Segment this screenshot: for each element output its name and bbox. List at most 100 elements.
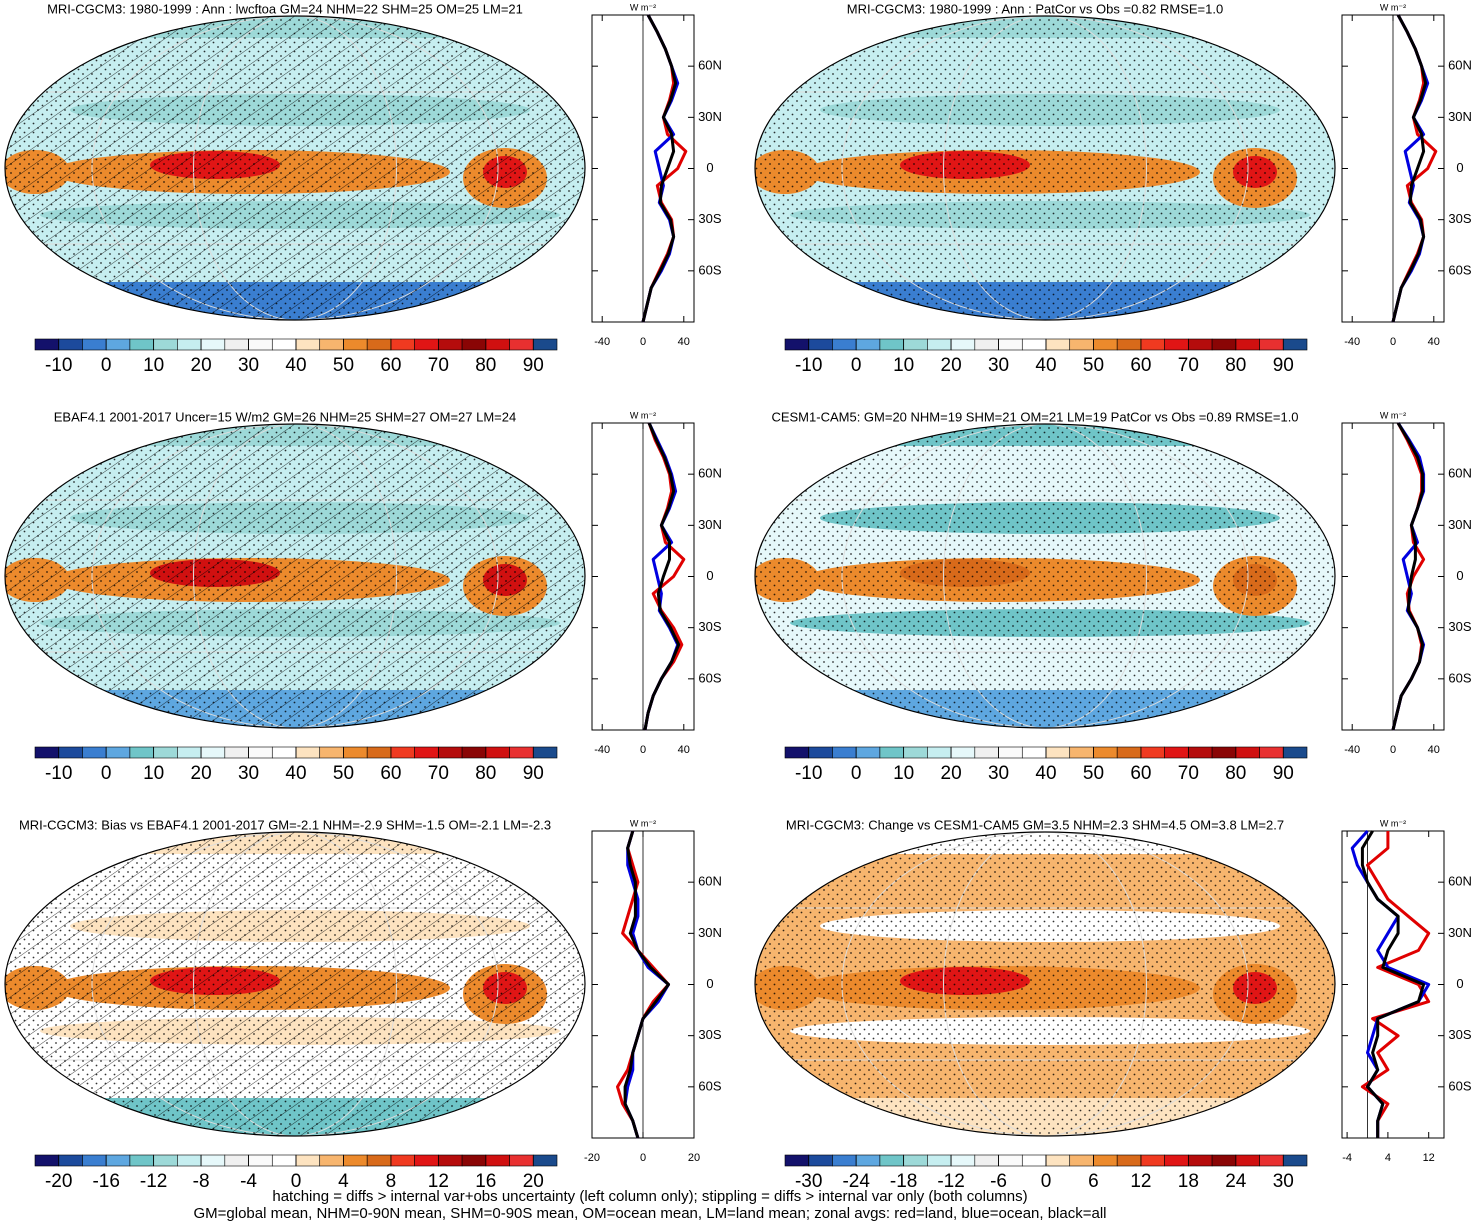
y-tick-label: 30N bbox=[698, 109, 722, 124]
colorbar-box bbox=[855, 746, 881, 759]
colorbar-box bbox=[224, 746, 249, 759]
colorbar-box bbox=[1140, 746, 1165, 759]
y-tick-label: 60S bbox=[1448, 670, 1471, 685]
y-tick-label: 30S bbox=[1448, 211, 1471, 226]
colorbar-box bbox=[1211, 338, 1237, 351]
colorbar-box bbox=[82, 338, 107, 351]
map-outline bbox=[4, 15, 586, 321]
zonal-unit: W m⁻² bbox=[1380, 818, 1406, 828]
colorbar-box bbox=[177, 746, 202, 759]
panel-title: MRI-CGCM3: Change vs CESM1-CAM5 GM=3.5 N… bbox=[786, 817, 1284, 832]
colorbar-label: 90 bbox=[523, 355, 544, 376]
colorbar-box bbox=[82, 1154, 107, 1167]
colorbar-box bbox=[248, 746, 273, 759]
colorbar-box bbox=[34, 746, 60, 759]
y-tick-label: 60S bbox=[1448, 1078, 1471, 1093]
y-tick-label: 60N bbox=[1448, 874, 1472, 889]
colorbar-box bbox=[1045, 746, 1071, 759]
colorbar-box bbox=[414, 338, 439, 351]
colorbar-box bbox=[366, 338, 392, 351]
zonal-line bbox=[1391, 422, 1425, 731]
colorbar-label: 30 bbox=[988, 355, 1009, 376]
colorbar-box bbox=[105, 1154, 131, 1167]
colorbar-label: 40 bbox=[1035, 763, 1056, 784]
colorbar-box bbox=[903, 1154, 928, 1167]
panel-title: MRI-CGCM3: 1980-1999 : Ann : PatCor vs O… bbox=[847, 1, 1223, 16]
colorbar-label: 20 bbox=[941, 355, 962, 376]
colorbar-box bbox=[1259, 746, 1284, 759]
zonal-unit: W m⁻² bbox=[630, 818, 656, 828]
colorbar-box bbox=[1093, 1154, 1118, 1167]
map-hatching bbox=[5, 424, 585, 728]
panel: MRI-CGCM3: 1980-1999 : Ann : lwcftoa GM=… bbox=[4, 1, 722, 376]
colorbar-box bbox=[153, 1154, 178, 1167]
colorbar-box bbox=[485, 338, 510, 351]
x-tick-label: -40 bbox=[594, 744, 610, 756]
colorbar-box bbox=[58, 1154, 83, 1167]
colorbar-box bbox=[903, 338, 928, 351]
colorbar-box bbox=[105, 338, 131, 351]
colorbar-box bbox=[855, 338, 881, 351]
colorbar-box bbox=[950, 1154, 976, 1167]
colorbar-box bbox=[784, 746, 810, 759]
colorbar-label: 90 bbox=[1273, 355, 1294, 376]
map-stippling bbox=[755, 16, 1335, 320]
colorbar-box bbox=[390, 746, 415, 759]
colorbar-box bbox=[532, 1154, 558, 1167]
colorbar-label: 70 bbox=[428, 763, 449, 784]
colorbar-box bbox=[1259, 338, 1284, 351]
colorbar-box bbox=[532, 746, 558, 759]
colorbar-box bbox=[461, 338, 487, 351]
colorbar-box bbox=[248, 1154, 273, 1167]
y-tick-label: 30S bbox=[698, 211, 721, 226]
zonal-unit: W m⁻² bbox=[1380, 410, 1406, 420]
colorbar-label: -18 bbox=[890, 1171, 917, 1192]
colorbar-box bbox=[1021, 746, 1047, 759]
colorbar-box bbox=[927, 746, 952, 759]
colorbar-box bbox=[58, 746, 83, 759]
colorbar-box bbox=[295, 746, 321, 759]
colorbar-label: -10 bbox=[45, 355, 72, 376]
y-tick-label: 30S bbox=[1448, 1027, 1471, 1042]
colorbar-label: 80 bbox=[1225, 355, 1246, 376]
colorbar-box bbox=[129, 338, 154, 351]
y-tick-label: 30N bbox=[698, 517, 722, 532]
colorbar-label: 10 bbox=[143, 355, 164, 376]
x-tick-label: 12 bbox=[1423, 1152, 1435, 1164]
colorbar-box bbox=[200, 338, 226, 351]
zonal-line bbox=[1391, 14, 1438, 323]
colorbar-box bbox=[1188, 746, 1213, 759]
colorbar-label: 16 bbox=[475, 1171, 496, 1192]
zonal-unit: W m⁻² bbox=[630, 410, 656, 420]
y-tick-label: 0 bbox=[706, 160, 713, 175]
colorbar-box bbox=[832, 338, 857, 351]
colorbar-box bbox=[832, 746, 857, 759]
colorbar-box bbox=[319, 1154, 344, 1167]
colorbar-label: 20 bbox=[191, 763, 212, 784]
colorbar-box bbox=[295, 1154, 321, 1167]
colorbar-label: -24 bbox=[842, 1171, 870, 1192]
colorbar-box bbox=[784, 338, 810, 351]
colorbar-box bbox=[927, 338, 952, 351]
colorbar-label: 60 bbox=[380, 355, 401, 376]
colorbar-label: 10 bbox=[143, 763, 164, 784]
y-tick-label: 30N bbox=[1448, 517, 1472, 532]
colorbar-label: 12 bbox=[1130, 1171, 1151, 1192]
panel: EBAF4.1 2001-2017 Uncer=15 W/m2 GM=26 NH… bbox=[4, 409, 722, 784]
colorbar-label: 50 bbox=[333, 355, 354, 376]
zonal-line bbox=[641, 14, 678, 323]
map-stippling bbox=[755, 424, 1335, 728]
colorbar-box bbox=[509, 746, 534, 759]
x-tick-label: 40 bbox=[678, 336, 690, 348]
colorbar-label: 20 bbox=[523, 1171, 544, 1192]
colorbar-label: 10 bbox=[893, 763, 914, 784]
colorbar-box bbox=[1140, 338, 1165, 351]
zonal-line bbox=[1360, 831, 1431, 1138]
colorbar-box bbox=[1069, 1154, 1094, 1167]
colorbar-box bbox=[879, 1154, 904, 1167]
panel-title: MRI-CGCM3: Bias vs EBAF4.1 2001-2017 GM=… bbox=[19, 817, 551, 832]
colorbar-box bbox=[319, 338, 344, 351]
colorbar-box bbox=[1021, 338, 1047, 351]
colorbar-box bbox=[855, 1154, 881, 1167]
x-tick-label: 0 bbox=[640, 336, 646, 348]
